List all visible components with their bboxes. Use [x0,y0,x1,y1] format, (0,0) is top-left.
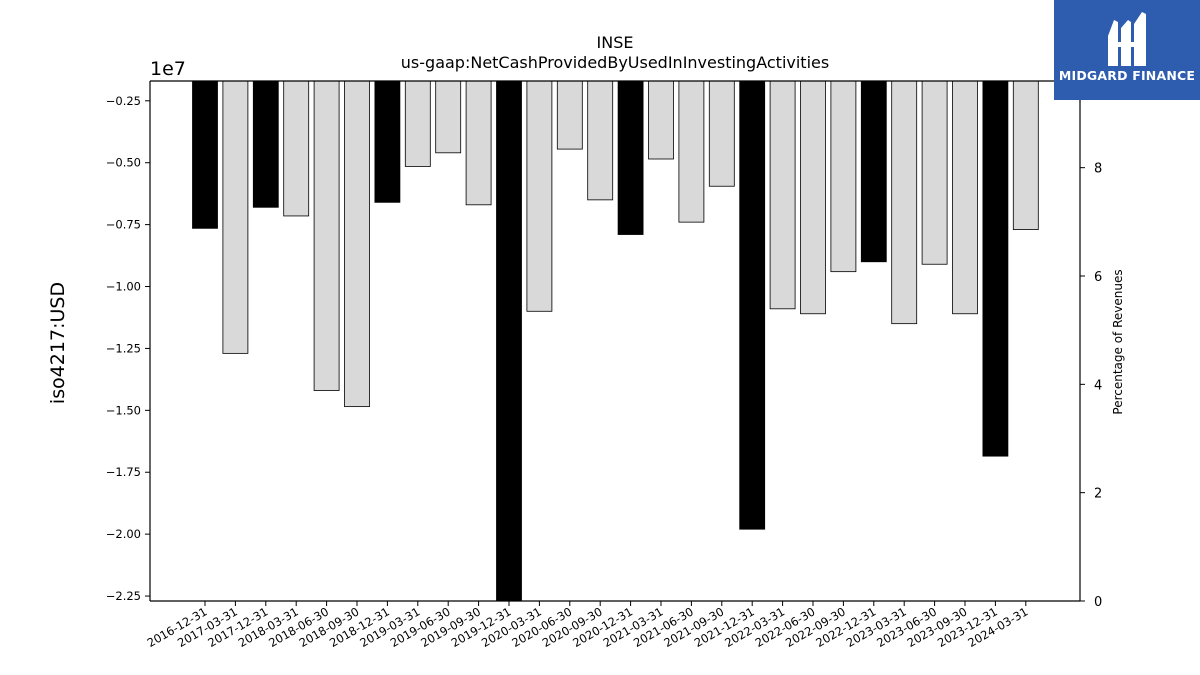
bar-2018-12-31 [374,80,401,203]
bar-2019-12-31 [496,80,522,602]
y-tick-label: −1.50 [106,403,141,417]
bar-2023-03-31 [891,80,918,325]
midgard-finance-logo: MIDGARD FINANCE [1054,0,1200,100]
y-tick-label: −2.25 [106,589,141,603]
bar-2023-06-30 [921,80,948,265]
y2-axis-label: Percentage of Revenues [1111,269,1125,414]
bar-2021-12-31 [739,80,766,530]
chart-subtitle: us-gaap:NetCashProvidedByUsedInInvesting… [401,53,829,72]
y-axis-label: iso4217:USD [47,282,69,404]
bar-2022-03-31 [769,80,796,310]
bar-2022-09-30 [830,80,857,273]
bar-2018-09-30 [344,80,370,408]
y-tick-label: −0.50 [106,156,141,170]
logo-text: MIDGARD FINANCE [1058,68,1196,83]
y2-tick-label: 6 [1094,270,1102,285]
y-offset-label: 1e7 [150,58,186,80]
bars [192,80,1039,602]
bar-2024-03-31 [1012,80,1039,230]
chart-title: INSE [597,33,634,52]
y2-tick-label: 4 [1094,378,1102,393]
x-ticks: 2016-12-312017-03-312017-12-312018-03-31… [145,601,1030,650]
bar-2017-12-31 [252,80,279,208]
bar-2019-03-31 [404,80,431,167]
bar-2021-09-30 [708,80,735,187]
bar-2019-09-30 [465,80,492,206]
bar-2020-03-31 [526,80,553,312]
bar-2020-06-30 [556,80,583,150]
bar-2018-06-30 [313,80,340,391]
bar-2019-06-30 [435,80,462,154]
bar-2023-12-31 [982,80,1009,457]
y-tick-label: −1.75 [106,465,141,479]
bar-2020-12-31 [617,80,644,235]
y2-tick-label: 2 [1094,487,1102,502]
y-tick-label: −1.25 [106,341,141,355]
midgard-logo-icon [1108,12,1146,66]
bar-2016-12-31 [192,80,218,229]
y-tick-label: −0.75 [106,218,141,232]
y-tick-label: −0.25 [106,94,141,108]
y-tick-label: −1.00 [106,280,141,294]
y2-ticks: 0 2 4 6 8 [1080,162,1102,610]
y-tick-label: −2.00 [106,527,141,541]
bar-2023-09-30 [952,80,978,315]
y2-tick-label: 8 [1094,162,1102,177]
bar-2021-06-30 [678,80,705,223]
bar-2021-03-31 [648,80,674,160]
bar-2022-12-31 [860,80,887,263]
bar-2018-03-31 [283,80,310,217]
y2-tick-label: 0 [1094,595,1102,610]
bar-2017-03-31 [222,80,249,354]
bar-2020-09-30 [587,80,614,201]
y-ticks: −0.25 −0.50 −0.75 −1.00 −1.25 −1.50 −1.75 −2.00… [106,94,150,603]
bar-2022-06-30 [800,80,826,315]
